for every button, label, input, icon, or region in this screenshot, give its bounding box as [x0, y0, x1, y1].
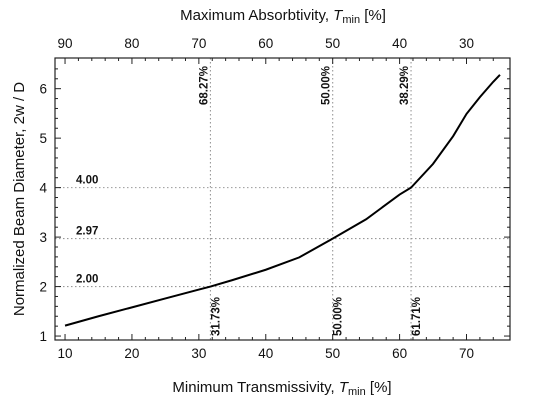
top-axis-title: Maximum Absorbtivity, Tmin [%] — [180, 7, 386, 26]
series-curve — [64, 74, 501, 327]
ref-top-label-1: 50.00% — [321, 66, 333, 105]
x-axis-title-sub: min — [348, 386, 366, 398]
top-tick-label: 60 — [258, 36, 273, 51]
x-tick-label: 70 — [459, 346, 474, 361]
y-axis-title: Normalized Beam Diameter, 2w / D — [11, 82, 28, 316]
x-axis-title: Minimum Transmissivity, Tmin [%] — [172, 379, 391, 398]
axis-ticks: 10 20 30 40 50 60 70 90 80 70 60 50 40 30 1 2 3 4 5 6 — [39, 36, 510, 361]
x-axis-title-suffix: [%] — [366, 379, 392, 396]
annotation-labels: 2.00 31.73% 68.27% 2.97 50.00% 50.00% 4.00 61.7… — [76, 66, 423, 336]
y-tick-label: 5 — [39, 131, 47, 146]
plot-frame — [54, 57, 511, 341]
ref-y-label-1: 2.97 — [76, 226, 98, 238]
x-tick-label: 20 — [124, 346, 139, 361]
top-tick-label: 80 — [124, 36, 139, 51]
top-axis-title-var: T — [333, 7, 344, 24]
ref-top-label-0: 68.27% — [198, 66, 210, 105]
y-tick-label: 4 — [39, 181, 47, 196]
x-axis-title-prefix: Minimum Transmissivity, — [172, 379, 338, 396]
reference-gridlines — [55, 58, 510, 340]
y-tick-label: 6 — [39, 82, 47, 97]
top-tick-label: 30 — [459, 36, 474, 51]
x-tick-label: 10 — [58, 346, 73, 361]
x-tick-label: 60 — [392, 346, 407, 361]
y-tick-label: 3 — [39, 230, 47, 245]
top-tick-label: 40 — [392, 36, 407, 51]
ref-bottom-label-1: 50.00% — [333, 297, 345, 336]
ref-y-label-0: 2.00 — [76, 274, 98, 286]
top-axis-title-sub: min — [342, 14, 360, 26]
top-tick-label: 50 — [325, 36, 340, 51]
top-tick-label: 90 — [58, 36, 73, 51]
x-tick-label: 50 — [325, 346, 340, 361]
x-tick-label: 30 — [191, 346, 206, 361]
top-axis-title-prefix: Maximum Absorbtivity, — [180, 7, 333, 24]
x-axis-title-var: T — [339, 379, 350, 396]
y-tick-label: 1 — [39, 329, 47, 344]
curve-layer — [64, 74, 501, 327]
top-tick-label: 70 — [191, 36, 206, 51]
ref-y-label-2: 4.00 — [76, 175, 98, 187]
top-axis-title-suffix: [%] — [360, 7, 386, 24]
x-tick-label: 40 — [258, 346, 273, 361]
ref-bottom-label-2: 61.71% — [411, 297, 423, 336]
ref-top-label-2: 38.29% — [399, 66, 411, 105]
ref-bottom-label-0: 31.73% — [210, 297, 222, 336]
y-tick-label: 2 — [39, 280, 47, 295]
